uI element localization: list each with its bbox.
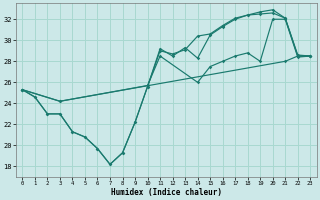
X-axis label: Humidex (Indice chaleur): Humidex (Indice chaleur) [111, 188, 222, 197]
